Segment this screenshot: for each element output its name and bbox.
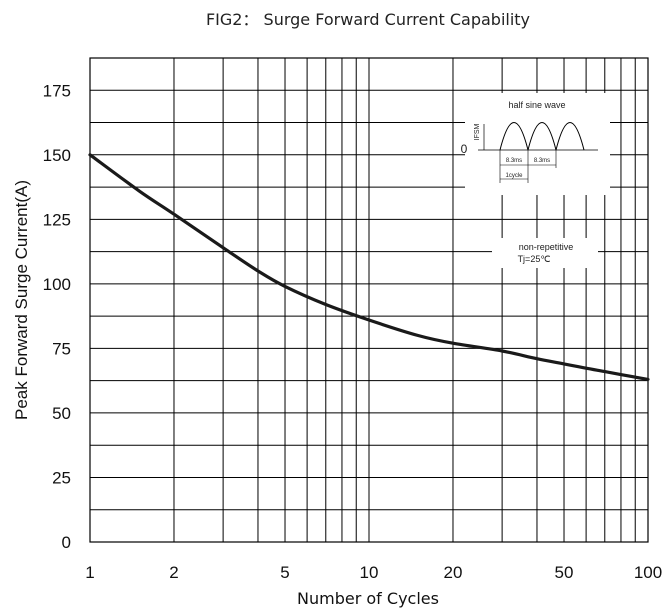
condition-note-background [492,238,598,268]
half-sine-waveform [499,122,585,151]
note-non-repetitive: non-repetitive [519,242,574,252]
period-label-2: 8.3ms [534,158,550,164]
x-axis-label: Number of Cycles [297,589,439,608]
period-label-1: 8.3ms [506,158,522,164]
y-tick-labels: 0 25 50 75 100 125 150 175 [43,81,71,552]
note-junction-temp: Tj=25℃ [518,254,551,264]
y-axis-label: Peak Forward Surge Current(A) [12,180,31,420]
x-tick-labels: 1 2 5 10 20 50 100 [85,563,662,582]
waveform-inset: half sine wave 0 IFSM 8.3ms 8.3ms 1cycle [461,93,610,195]
y-tick-label: 0 [62,533,71,552]
inset-zero-label: 0 [461,142,468,156]
surge-current-curve [88,153,650,381]
x-tick-label: 5 [280,563,289,582]
cycle-label: 1cycle [505,173,523,179]
inset-background [465,93,610,195]
condition-note: non-repetitive Tj=25℃ [492,238,598,268]
x-tick-label: 20 [444,563,463,582]
y-tick-label: 150 [43,146,71,165]
y-tick-label: 75 [52,339,71,358]
y-tick-label: 25 [52,468,71,487]
chart-title: FIG2： Surge Forward Current Capability [206,10,530,29]
y-tick-label: 100 [43,275,71,294]
x-tick-label: 10 [360,563,379,582]
x-tick-label: 2 [169,563,178,582]
y-tick-label: 175 [43,81,71,100]
inset-title: half sine wave [508,100,565,110]
x-tick-label: 50 [555,563,574,582]
x-tick-label: 100 [634,563,662,582]
x-tick-label: 1 [85,563,94,582]
y-tick-label: 125 [43,210,71,229]
plot-frame [89,57,649,543]
ifsm-label: IFSM [474,123,481,140]
y-tick-label: 50 [52,404,71,423]
